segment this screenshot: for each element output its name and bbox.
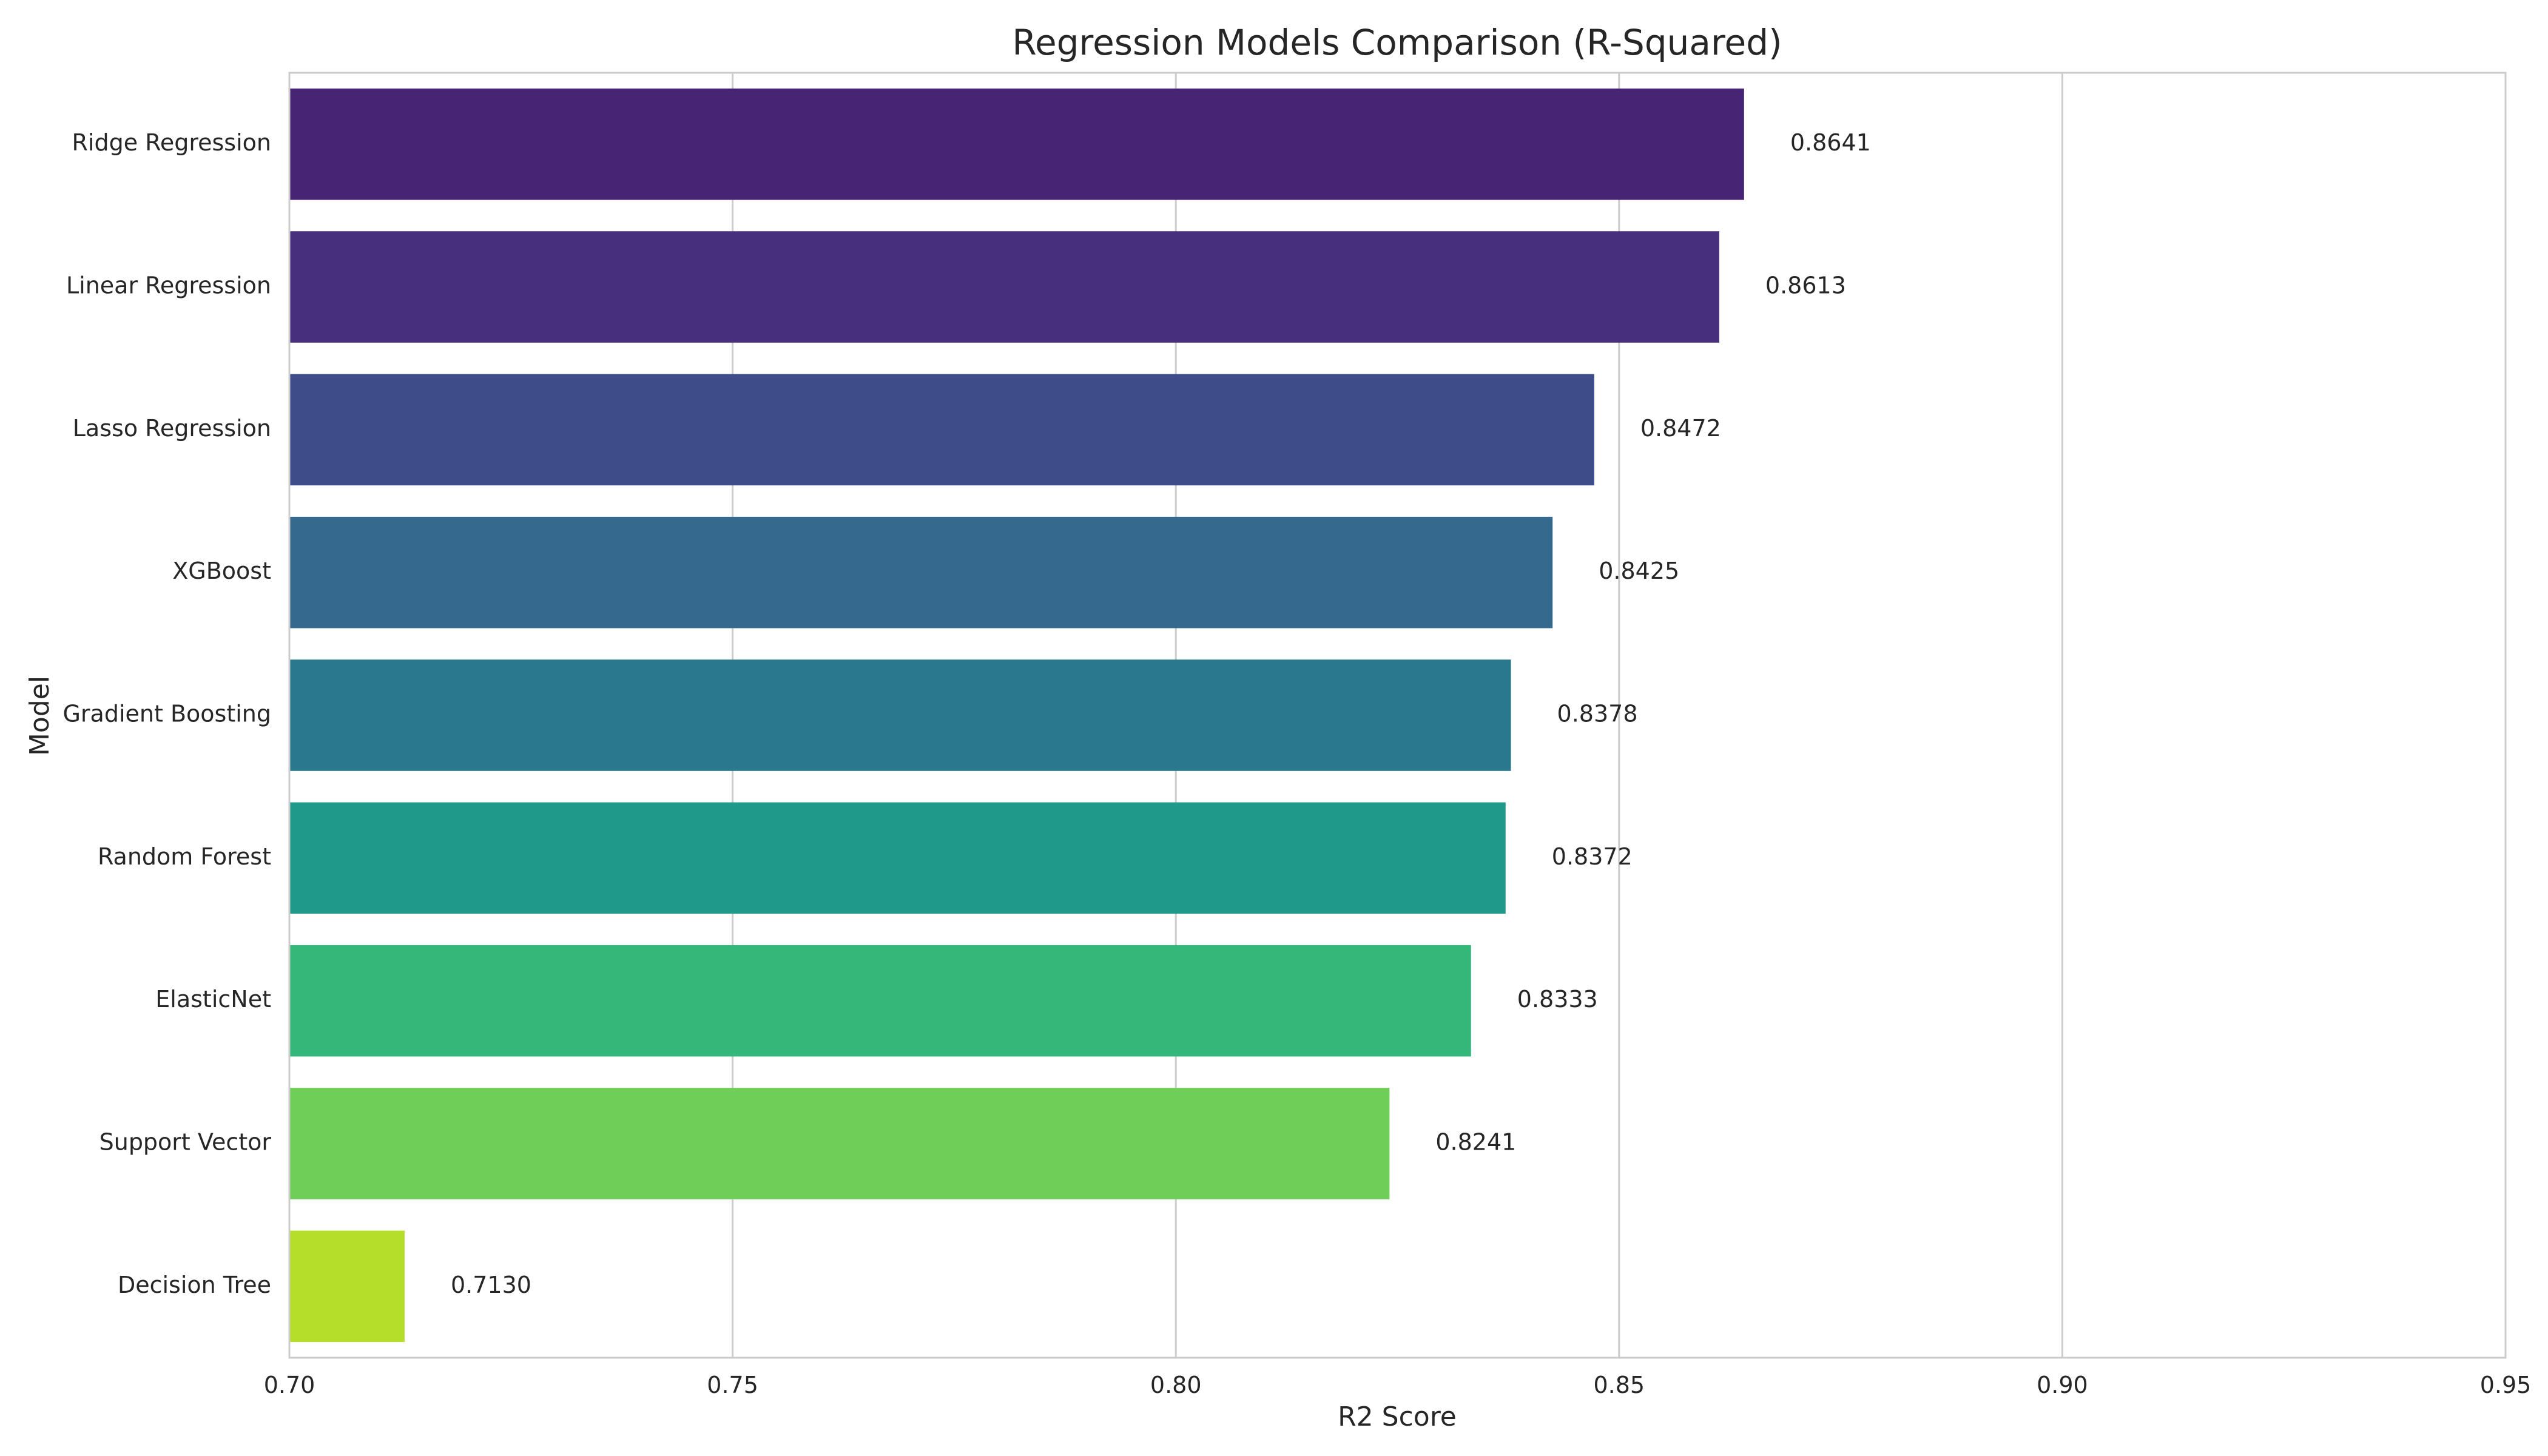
y-tick-label: Lasso Regression <box>73 415 271 442</box>
bars <box>289 88 1744 1343</box>
bar <box>289 374 1594 486</box>
value-label: 0.8425 <box>1599 558 1679 584</box>
bar <box>289 945 1471 1057</box>
x-tick-labels: 0.70 0.75 0.80 0.85 0.90 0.95 <box>264 1372 2532 1398</box>
value-label: 0.8378 <box>1557 701 1638 727</box>
y-axis-label: Model <box>24 676 55 756</box>
bar <box>289 1230 405 1343</box>
plot-frame <box>288 72 2507 1359</box>
x-tick-label: 0.75 <box>707 1372 758 1398</box>
x-tick-label: 0.70 <box>264 1372 315 1398</box>
x-tick-label: 0.85 <box>1593 1372 1645 1398</box>
value-label: 0.7130 <box>451 1272 531 1298</box>
value-label: 0.8333 <box>1517 986 1598 1013</box>
value-labels: 0.8641 0.8613 0.8472 0.8425 0.8378 0.8372 0.83… <box>451 129 1871 1298</box>
y-tick-label: ElasticNet <box>155 986 271 1013</box>
y-tick-label: Support Vector <box>99 1129 272 1156</box>
y-tick-label: XGBoost <box>172 558 271 584</box>
bar <box>289 659 1511 771</box>
y-tick-label: Decision Tree <box>118 1272 271 1298</box>
x-tick-label: 0.80 <box>1150 1372 1202 1398</box>
value-label: 0.8241 <box>1435 1129 1516 1156</box>
bar <box>289 516 1553 629</box>
value-label: 0.8372 <box>1552 843 1633 870</box>
x-axis-label: R2 Score <box>1338 1401 1457 1432</box>
value-label: 0.8613 <box>1765 272 1846 299</box>
x-tick-label: 0.95 <box>2480 1372 2532 1398</box>
value-label: 0.8641 <box>1790 129 1871 156</box>
y-tick-label: Gradient Boosting <box>62 701 271 727</box>
value-label: 0.8472 <box>1640 415 1721 442</box>
y-tick-label: Ridge Regression <box>72 129 271 156</box>
x-tick-label: 0.90 <box>2037 1372 2088 1398</box>
y-tick-labels: Ridge Regression Linear Regression Lasso R… <box>62 129 271 1298</box>
y-tick-label: Linear Regression <box>66 272 271 299</box>
bar <box>289 231 1719 343</box>
chart-title: Regression Models Comparison (R-Squared) <box>1012 22 1782 63</box>
y-tick-label: Random Forest <box>98 843 271 870</box>
bar <box>289 88 1744 200</box>
bar <box>289 802 1506 914</box>
bar <box>289 1088 1390 1199</box>
